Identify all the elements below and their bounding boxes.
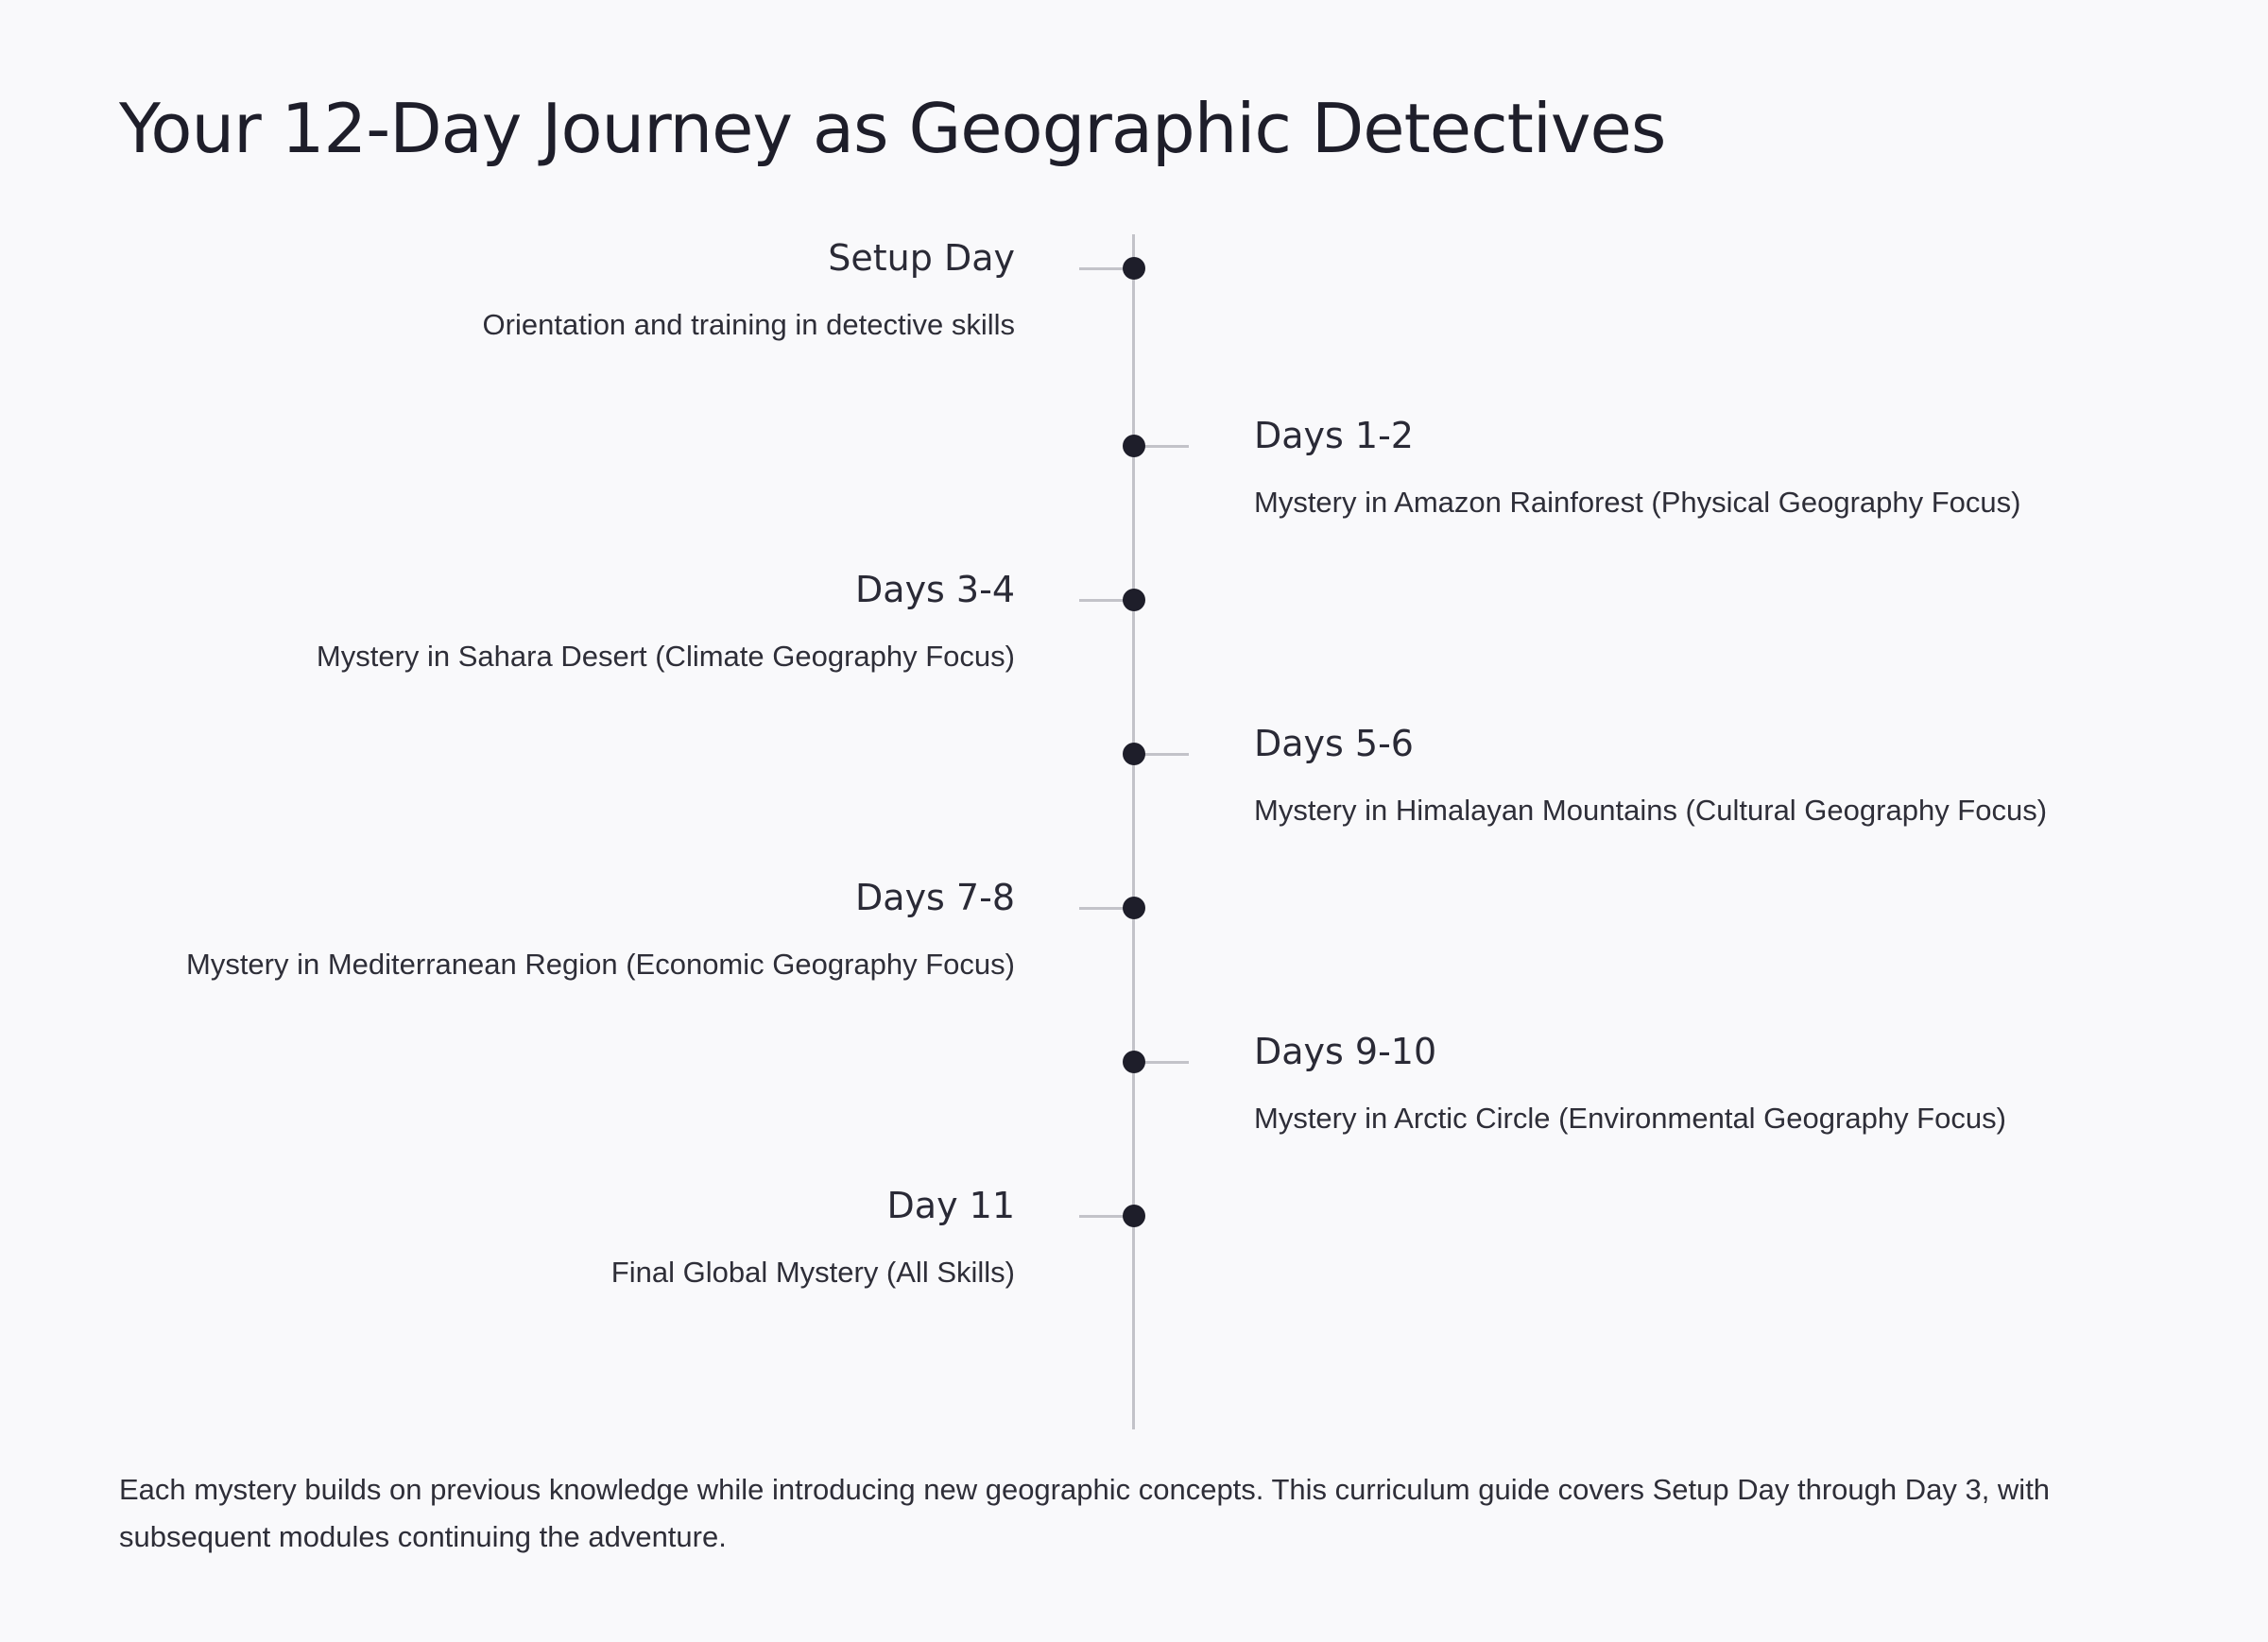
timeline-marker xyxy=(1123,897,1145,919)
timeline-item: Setup Day Orientation and training in de… xyxy=(0,237,2268,341)
timeline-item-title: Days 1-2 xyxy=(1254,415,1414,456)
timeline-item-title: Days 7-8 xyxy=(855,877,1015,918)
timeline-item-title: Setup Day xyxy=(828,237,1015,279)
timeline-item: Days 7-8 Mystery in Mediterranean Region… xyxy=(0,877,2268,981)
timeline-item-title: Days 9-10 xyxy=(1254,1031,1437,1072)
timeline-item: Days 1-2 Mystery in Amazon Rainforest (P… xyxy=(0,415,2268,519)
timeline-item: Days 5-6 Mystery in Himalayan Mountains … xyxy=(0,723,2268,827)
timeline-connector xyxy=(1079,267,1134,270)
timeline-marker xyxy=(1123,1205,1145,1227)
timeline-connector xyxy=(1134,1061,1189,1064)
timeline-marker xyxy=(1123,257,1145,280)
timeline-marker xyxy=(1123,589,1145,611)
timeline-item-title: Days 3-4 xyxy=(855,569,1015,610)
timeline-marker xyxy=(1123,743,1145,765)
timeline-item-description: Mystery in Sahara Desert (Climate Geogra… xyxy=(316,640,1015,673)
timeline-connector xyxy=(1079,599,1134,602)
timeline-item-description: Final Global Mystery (All Skills) xyxy=(610,1256,1015,1289)
timeline-item-title: Day 11 xyxy=(886,1185,1015,1226)
footer-note: Each mystery builds on previous knowledg… xyxy=(119,1473,2051,1553)
timeline-item: Days 9-10 Mystery in Arctic Circle (Envi… xyxy=(0,1031,2268,1135)
timeline-item-description: Orientation and training in detective sk… xyxy=(482,308,1015,341)
timeline-item-description: Mystery in Amazon Rainforest (Physical G… xyxy=(1254,486,2021,519)
timeline-connector xyxy=(1079,907,1134,910)
timeline-connector xyxy=(1134,753,1189,756)
timeline-connector xyxy=(1079,1215,1134,1218)
timeline-connector xyxy=(1134,445,1189,448)
timeline-item-description: Mystery in Arctic Circle (Environmental … xyxy=(1254,1102,2006,1135)
timeline-item-title: Days 5-6 xyxy=(1254,723,1414,764)
page-title: Your 12-Day Journey as Geographic Detect… xyxy=(119,89,1666,168)
timeline-item-description: Mystery in Mediterranean Region (Economi… xyxy=(186,948,1015,981)
timeline-marker xyxy=(1123,1051,1145,1073)
timeline-item: Days 3-4 Mystery in Sahara Desert (Clima… xyxy=(0,569,2268,673)
timeline-marker xyxy=(1123,435,1145,457)
timeline-item: Day 11 Final Global Mystery (All Skills) xyxy=(0,1185,2268,1289)
timeline-axis xyxy=(1132,234,1135,1429)
timeline-item-description: Mystery in Himalayan Mountains (Cultural… xyxy=(1254,794,2048,827)
